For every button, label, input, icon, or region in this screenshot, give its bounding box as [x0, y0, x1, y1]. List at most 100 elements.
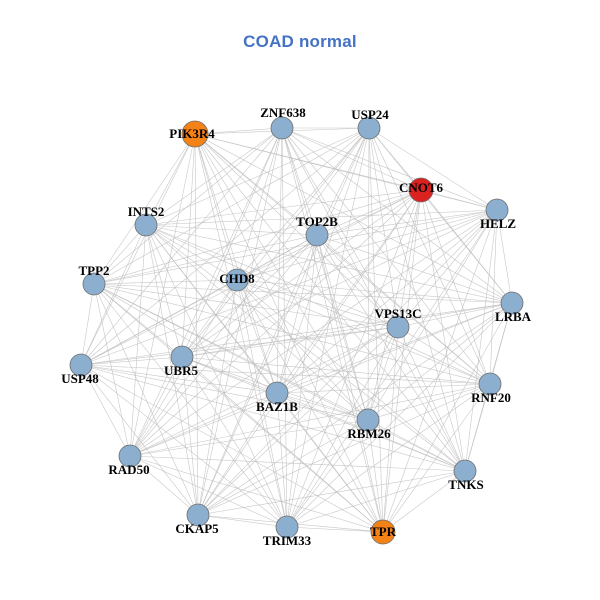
graph-edge — [129, 455, 384, 533]
graph-edge — [420, 189, 491, 385]
graph-edge — [367, 419, 466, 472]
graph-edge — [489, 209, 498, 385]
graph-edge — [367, 127, 370, 421]
graph-edge — [129, 234, 318, 457]
graph-edge — [80, 364, 278, 394]
graph-edge — [93, 189, 422, 285]
node-label-TPP2: TPP2 — [78, 263, 109, 278]
graph-edge — [368, 127, 466, 472]
graph-edge — [93, 283, 278, 394]
graph-edge — [367, 326, 399, 421]
graph-edge — [236, 127, 283, 281]
graph-edge — [129, 419, 369, 457]
graph-edge — [397, 326, 491, 385]
graph-edge — [145, 133, 196, 226]
graph-edge — [145, 224, 288, 528]
graph-edge — [367, 419, 384, 533]
node-label-TNKS: TNKS — [448, 477, 483, 492]
graph-edge — [316, 234, 466, 472]
graph-edge — [194, 133, 498, 211]
graph-edge — [316, 234, 491, 385]
graph-edge — [181, 356, 278, 394]
node-label-USP24: USP24 — [351, 107, 389, 122]
node-label-CKAP5: CKAP5 — [175, 521, 219, 536]
graph-edge — [276, 326, 399, 394]
graph-node-VPS13C — [386, 315, 410, 339]
graph-edge — [197, 383, 491, 516]
graph-edge — [286, 189, 422, 528]
graph-edge — [129, 455, 466, 472]
graph-edge — [80, 364, 491, 385]
graph-edge — [367, 383, 491, 421]
graph-node-TOP2B — [305, 223, 329, 247]
graph-node-TNKS — [453, 459, 477, 483]
graph-edge — [197, 209, 498, 516]
graph-node-ZNF638 — [270, 116, 294, 140]
graph-edge — [129, 209, 498, 457]
graph-edge — [129, 127, 370, 457]
graph-edge — [236, 279, 278, 394]
graph-edge — [93, 224, 147, 285]
graph-edge — [80, 302, 513, 366]
graph-node-RAD50 — [118, 444, 142, 468]
graph-edge — [145, 189, 422, 226]
graph-node-TRIM33 — [275, 515, 299, 539]
graph-edge — [368, 127, 498, 211]
graph-edge — [382, 302, 513, 533]
graph-edge — [276, 383, 491, 394]
graph-edge — [93, 283, 288, 528]
graph-edge — [181, 356, 288, 528]
graph-edge — [93, 283, 183, 358]
graph-edge — [194, 127, 283, 135]
node-label-PIK3R4: PIK3R4 — [169, 126, 215, 141]
graph-edge — [197, 302, 513, 516]
graph-edge — [129, 302, 513, 457]
graph-edge — [80, 224, 147, 366]
graph-edge — [397, 326, 466, 472]
graph-edge — [368, 127, 491, 385]
graph-edge — [181, 189, 422, 358]
graph-edge — [145, 127, 370, 226]
graph-edge — [181, 234, 318, 358]
graph-edge — [236, 279, 288, 528]
graph-edge — [281, 127, 318, 236]
graph-edge — [367, 189, 422, 421]
graph-edge — [194, 133, 318, 236]
graph-edge — [129, 127, 283, 457]
graph-edge — [181, 326, 399, 358]
graph-edge — [80, 364, 466, 472]
graph-edge — [276, 392, 288, 528]
graph-node-HELZ — [485, 198, 509, 222]
graph-edge — [145, 224, 513, 304]
graph-edge — [194, 133, 288, 528]
graph-edge — [145, 224, 238, 281]
graph-edge — [276, 127, 283, 394]
graph-node-CKAP5 — [186, 503, 210, 527]
graph-edge — [145, 224, 491, 385]
graph-edge — [145, 224, 318, 236]
graph-edge — [276, 302, 513, 394]
graph-edge — [382, 383, 491, 533]
graph-edge — [80, 364, 131, 457]
graph-edge — [145, 127, 283, 226]
graph-edge — [382, 470, 466, 533]
graph-edge — [281, 127, 498, 211]
graph-edge — [286, 526, 384, 533]
graph-edge — [129, 455, 199, 516]
graph-edge — [236, 127, 370, 281]
graph-edge — [80, 364, 288, 528]
graph-edge — [80, 283, 95, 366]
graph-edge — [93, 127, 283, 285]
graph-edge — [316, 234, 384, 533]
node-label-BAZ1B: BAZ1B — [256, 399, 298, 414]
graph-edge — [194, 133, 513, 304]
graph-node-TPP2 — [82, 272, 106, 296]
graph-edge — [93, 133, 196, 285]
graph-edge — [93, 283, 369, 421]
graph-edge — [368, 127, 399, 328]
node-label-RNF20: RNF20 — [471, 390, 511, 405]
graph-edge — [276, 234, 318, 394]
graph-edge — [181, 356, 466, 472]
graph-edge — [276, 392, 369, 421]
graph-node-RNF20 — [478, 372, 502, 396]
